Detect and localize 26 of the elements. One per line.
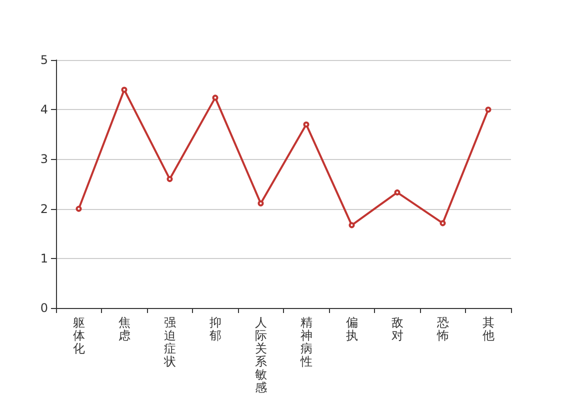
x-tick-label: 焦虑: [118, 316, 130, 342]
y-tick-label: 5: [40, 53, 48, 67]
y-tick-label: 0: [40, 301, 48, 315]
point: [76, 206, 82, 212]
y-tick-label: 2: [40, 202, 48, 216]
point: [348, 222, 355, 228]
y-tick-label: 4: [40, 102, 48, 117]
x-tick-label: 其他: [482, 316, 494, 342]
point: [485, 106, 492, 113]
y-tick-label: 1: [40, 251, 48, 266]
x-tick-label: 人际关系敏感: [254, 316, 267, 394]
x-tick-label: 精神病性: [299, 316, 312, 368]
point: [212, 94, 218, 101]
x-tick-label: 偏执: [346, 316, 358, 342]
point: [303, 121, 310, 128]
x-tick-label: 抑郁: [209, 316, 222, 342]
point: [440, 220, 446, 226]
x-tick-label: 敌对: [391, 316, 404, 342]
point: [166, 176, 173, 182]
point: [258, 200, 264, 206]
y-tick-label: 3: [40, 152, 48, 166]
x-tick-label: 躯体化: [72, 316, 85, 356]
point: [394, 189, 400, 196]
point: [121, 86, 128, 93]
x-tick-label: 恐怖: [436, 316, 449, 342]
x-tick-label: 强迫症状: [162, 316, 176, 368]
